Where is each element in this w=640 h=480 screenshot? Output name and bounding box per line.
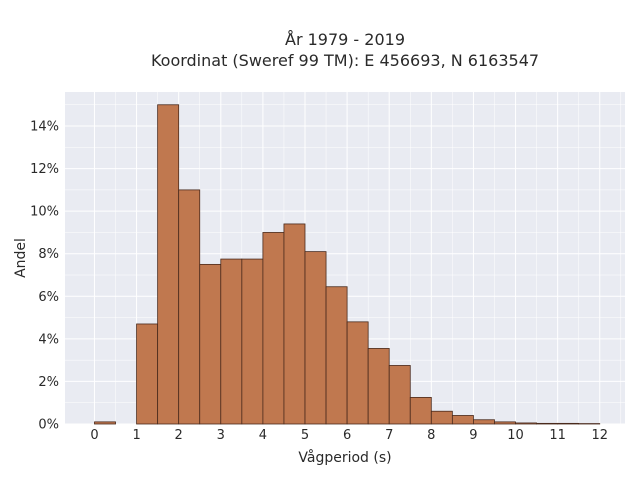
x-tick-label: 5 <box>301 428 309 443</box>
x-axis-label: Vågperiod (s) <box>298 449 391 466</box>
x-tick-label: 12 <box>591 428 608 443</box>
y-tick-label: 0% <box>38 418 59 433</box>
y-tick-label: 10% <box>30 205 59 220</box>
chart-title-line1: År 1979 - 2019 <box>285 30 405 49</box>
x-tick-label: 10 <box>507 428 524 443</box>
x-tick-label: 4 <box>259 428 267 443</box>
y-tick-label: 12% <box>30 162 59 177</box>
bars <box>94 104 601 425</box>
chart-title-line2: Koordinat (Sweref 99 TM): E 456693, N 61… <box>151 51 539 70</box>
x-tick-label: 2 <box>175 428 183 443</box>
histogram-bar <box>283 223 306 425</box>
y-axis-label: Andel <box>13 238 29 278</box>
histogram-bar <box>409 396 432 425</box>
histogram-bar <box>451 415 474 425</box>
histogram-bar <box>262 232 285 425</box>
histogram-bar <box>473 419 495 425</box>
histogram-bar <box>515 422 537 425</box>
y-tick-label: 2% <box>38 375 59 390</box>
y-tick-label: 6% <box>38 290 59 305</box>
x-tick-label: 8 <box>427 428 435 443</box>
y-tick-label: 4% <box>38 332 59 347</box>
x-tick-label: 0 <box>90 428 98 443</box>
histogram-bar <box>157 104 180 425</box>
histogram-bar <box>536 422 559 425</box>
x-tick-label: 11 <box>549 428 566 443</box>
histogram-bar <box>325 286 348 425</box>
y-tick-label: 14% <box>30 120 59 135</box>
x-tick-label: 3 <box>217 428 225 443</box>
histogram-bar <box>304 251 327 425</box>
histogram-bar <box>178 189 201 425</box>
histogram-bar <box>388 365 411 425</box>
histogram-bar <box>241 258 264 425</box>
histogram-bar <box>136 323 159 425</box>
x-tick-label: 1 <box>132 428 140 443</box>
histogram-bar <box>220 258 243 425</box>
histogram-bar <box>367 348 390 425</box>
histogram-bar <box>346 321 369 425</box>
x-tick-label: 7 <box>385 428 393 443</box>
histogram-bar <box>94 421 116 425</box>
x-tick-label: 9 <box>469 428 477 443</box>
y-tick-labels: 0% 2% 4% 6% 8% 10% 12% 14% <box>30 120 59 433</box>
x-tick-labels: 0 1 2 3 4 5 6 7 8 9 10 11 12 <box>90 428 608 443</box>
histogram-bar <box>199 263 222 425</box>
histogram-bar <box>494 421 516 425</box>
histogram-bar <box>557 422 580 425</box>
x-tick-label: 6 <box>343 428 351 443</box>
histogram-bar <box>430 410 453 425</box>
y-tick-label: 8% <box>38 247 59 262</box>
